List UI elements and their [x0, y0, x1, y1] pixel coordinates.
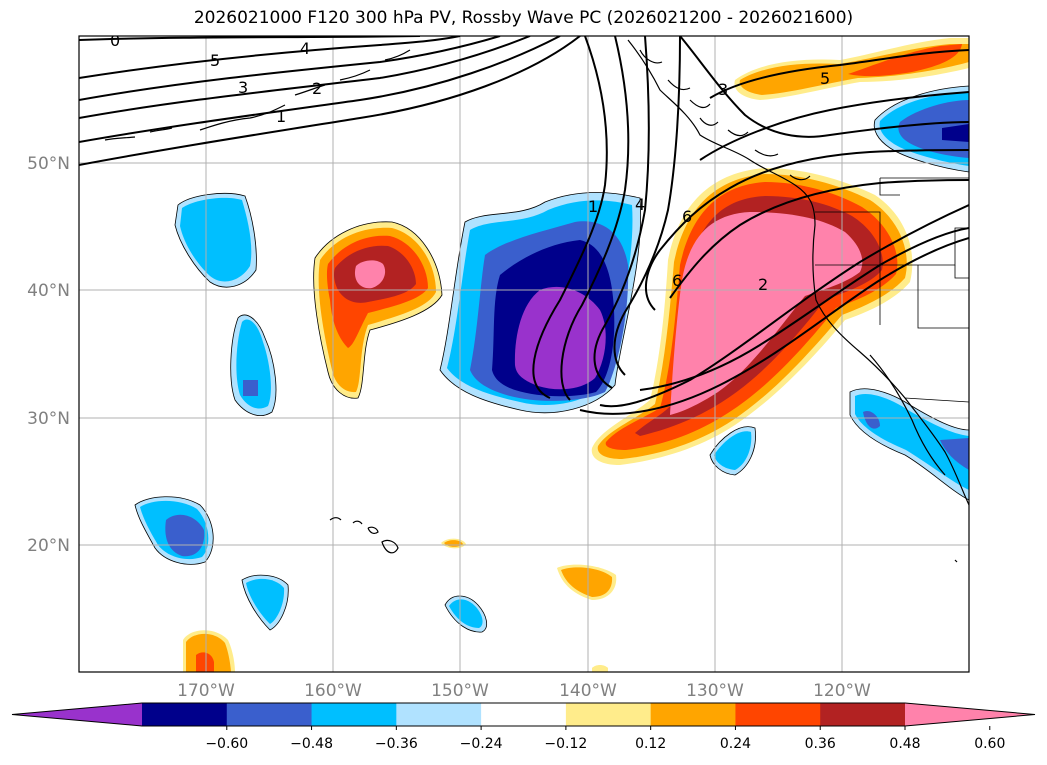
- latitude-labels: 50°N 40°N 30°N 20°N: [27, 154, 70, 556]
- colorbar-segment: [396, 703, 482, 726]
- contour-label: 1: [588, 197, 598, 216]
- lon-tick-label: 160°W: [304, 681, 362, 701]
- contour-label: 6: [672, 271, 682, 290]
- negative-anomaly-west: [230, 314, 277, 416]
- contour-label: 6: [682, 207, 692, 226]
- lon-tick-label: 150°W: [431, 681, 489, 701]
- negative-anomaly-southwest: [134, 496, 214, 565]
- contour-labels: 0 5 3 2 1 4 5 3 1 4 6 6 2: [110, 31, 830, 294]
- negative-anomaly-small-1: [241, 574, 289, 631]
- lon-tick-label: 120°W: [813, 681, 871, 701]
- negative-anomaly-northwest: [174, 193, 257, 288]
- colorbar-segment: [481, 703, 567, 726]
- contour-label: 2: [312, 79, 322, 98]
- positive-anomaly-small: [441, 538, 617, 672]
- contour-label: 1: [276, 107, 286, 126]
- positive-anomaly-west-pink: [313, 221, 443, 399]
- colorbar-segment: [142, 703, 228, 726]
- colorbar-tick-label: 0.60: [974, 736, 1005, 752]
- borders: [815, 177, 969, 403]
- colorbar-tick-label: −0.48: [290, 736, 333, 752]
- plot-frame: [78, 35, 970, 673]
- colorbar-outline: [11, 702, 1036, 727]
- positive-anomaly-southwest: [183, 630, 235, 672]
- contour-label: 4: [300, 39, 310, 58]
- lon-tick-label: 130°W: [686, 681, 744, 701]
- contour-label: 0: [110, 31, 120, 50]
- lat-tick-label: 30°N: [27, 409, 70, 429]
- contour-label: 2: [758, 275, 768, 294]
- colorbar-segment: [820, 703, 906, 726]
- colorbar-tick-label: −0.12: [544, 736, 587, 752]
- colorbar-tick-label: 0.36: [805, 736, 836, 752]
- colorbar-segment: [565, 703, 652, 726]
- colorbar-tick-label: −0.24: [460, 736, 503, 752]
- colorbar-segment: [650, 703, 736, 726]
- colorbar-tick-label: 0.12: [635, 736, 666, 752]
- longitude-labels: 170°W 160°W 150°W 140°W 130°W 120°W: [177, 681, 871, 701]
- colorbar-extend-high: [905, 703, 1035, 726]
- contour-label: 4: [635, 195, 645, 214]
- lat-tick-label: 20°N: [27, 536, 70, 556]
- lon-tick-label: 140°W: [559, 681, 617, 701]
- lat-tick-label: 40°N: [27, 281, 70, 301]
- colorbar-extend-low: [12, 703, 142, 726]
- colorbar-tick-label: 0.24: [720, 736, 751, 752]
- lat-tick-label: 50°N: [27, 154, 70, 174]
- rossby-wave-contours: [79, 36, 969, 415]
- negative-anomaly-small-3: [709, 426, 756, 476]
- colorbar-segment: [226, 703, 313, 726]
- map-title: 2026021000 F120 300 hPa PV, Rossby Wave …: [193, 8, 854, 28]
- contour-label: 3: [238, 78, 248, 97]
- colorbar-tick-label: −0.60: [205, 736, 248, 752]
- colorbar-segment: [735, 703, 821, 726]
- coastlines: [104, 39, 969, 563]
- contour-label: 5: [820, 69, 830, 88]
- lon-tick-label: 170°W: [177, 681, 235, 701]
- colorbar-tick-label: 0.48: [889, 736, 920, 752]
- negative-anomaly-central: [439, 192, 642, 414]
- plot-area: 0 5 3 2 1 4 5 3 1 4 6 6 2: [79, 31, 969, 672]
- graticule: [79, 36, 969, 672]
- colorbar-tick-label: −0.36: [375, 736, 418, 752]
- colorbar: −0.60 −0.48 −0.36 −0.24 −0.12 0.12 0.24 0.36 0.4…: [11, 702, 1036, 752]
- contour-label: 3: [718, 80, 728, 99]
- positive-anomaly-main: [591, 168, 913, 465]
- negative-anomaly-small-2: [444, 595, 488, 633]
- contour-label: 5: [210, 51, 220, 70]
- colorbar-segment: [311, 703, 397, 726]
